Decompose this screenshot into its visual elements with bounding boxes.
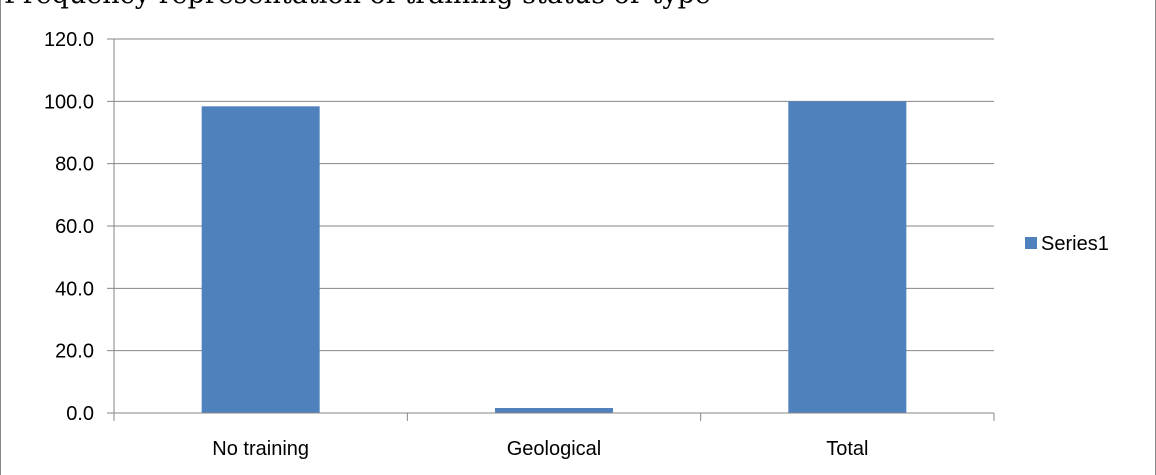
bar	[201, 106, 320, 413]
x-tick-label: No training	[212, 438, 309, 460]
y-tick-label: 100.0	[44, 91, 94, 113]
y-tick-label: 0.0	[66, 403, 94, 425]
legend-label: Series1	[1041, 233, 1109, 255]
legend-swatch	[1025, 237, 1037, 249]
y-tick-label: 40.0	[55, 278, 94, 300]
y-axis-ticks: 0.0 20.0 40.0 60.0 80.0 100.0 120.0	[44, 29, 114, 425]
y-tick-label: 80.0	[55, 154, 94, 176]
y-tick-label: 60.0	[55, 216, 94, 238]
chart-caption: Frequency representation of training sta…	[4, 0, 1154, 9]
bar	[495, 408, 613, 413]
x-tick-label: Geological	[507, 438, 602, 460]
bars	[201, 101, 907, 413]
x-axis-ticks: No training Geological Total	[113, 413, 995, 460]
y-tick-label: 20.0	[55, 341, 94, 363]
bar	[788, 101, 907, 413]
axes	[113, 39, 994, 414]
y-tick-label: 120.0	[44, 29, 94, 51]
x-tick-label: Total	[826, 438, 868, 460]
caption-clip: Frequency representation of training sta…	[1, 0, 1156, 9]
legend: Series1	[1025, 233, 1109, 255]
